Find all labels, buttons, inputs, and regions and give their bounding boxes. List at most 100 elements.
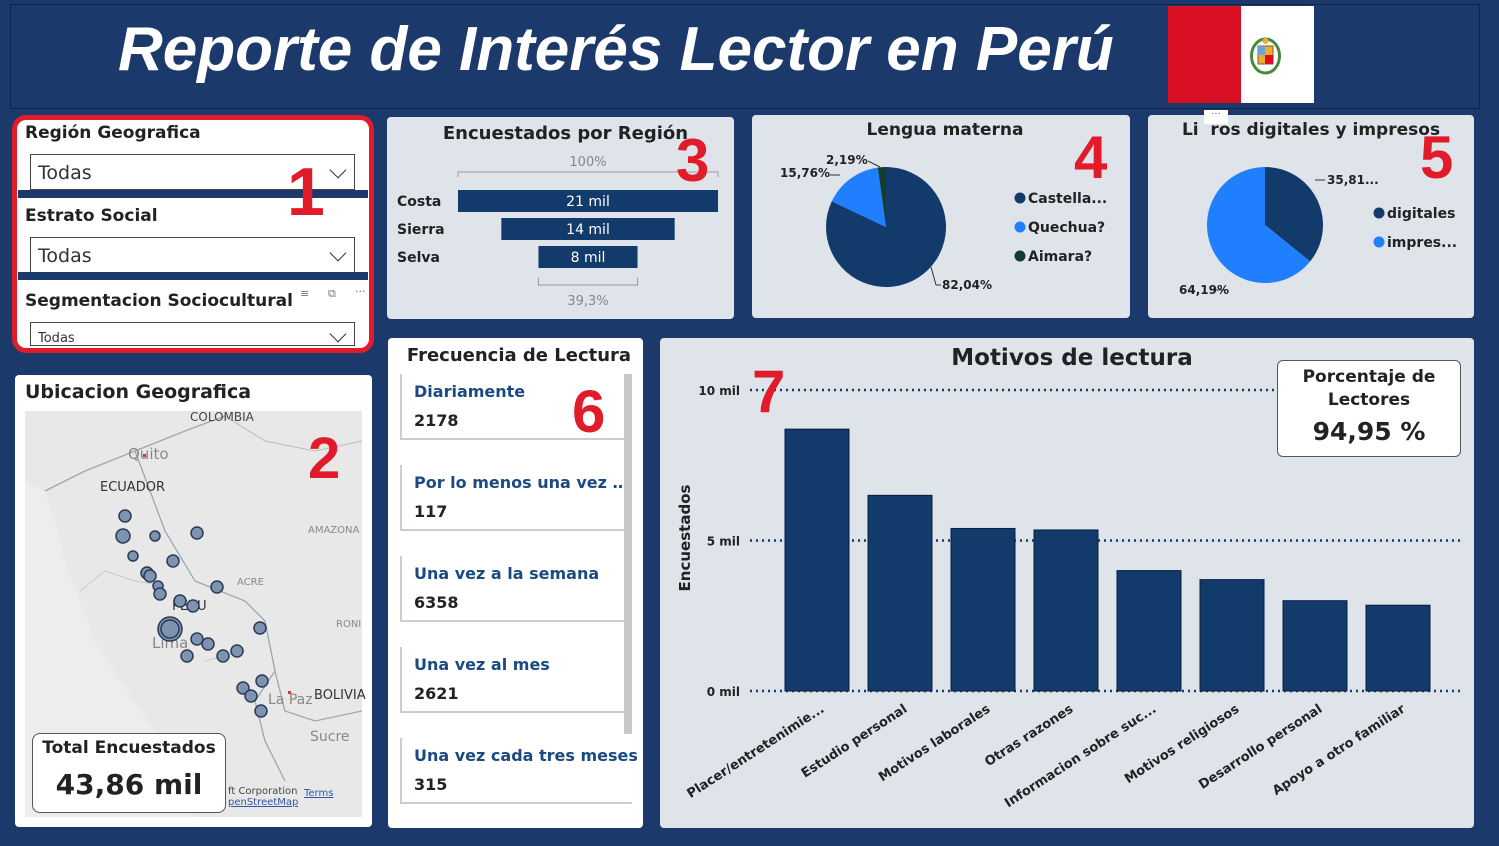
map-point — [254, 622, 266, 634]
lengua-legend-dot — [1015, 251, 1026, 262]
filter-icon[interactable]: ≡ — [300, 287, 309, 300]
marker-4: 4 — [1074, 128, 1107, 188]
chevron-down-icon — [330, 162, 347, 179]
libros-legend-dot — [1374, 208, 1385, 219]
porcentaje-lectores-value: 94,95 % — [1277, 417, 1461, 446]
estrato-dropdown-value: Todas — [38, 245, 92, 267]
lengua-label-castellano: 82,04% — [942, 278, 992, 292]
slicer-region-label: Región Geografica — [25, 123, 201, 143]
slicer-segmentacion-label: Segmentacion Sociocultural — [25, 291, 293, 311]
map-point — [144, 570, 156, 582]
motivos-ytick: 0 mil — [707, 685, 740, 699]
chevron-down-icon — [330, 245, 347, 262]
motivos-category-label: Informacion sobre suc... — [1002, 702, 1159, 811]
map-point — [191, 527, 203, 539]
frecuencia-item-value: 117 — [414, 502, 632, 521]
slicer-panel — [12, 115, 374, 353]
motivos-ytick: 5 mil — [707, 535, 740, 549]
estrato-dropdown[interactable]: Todas — [30, 237, 355, 273]
frecuencia-item-label: Una vez al mes — [414, 655, 639, 674]
chevron-down-icon — [330, 326, 347, 343]
frecuencia-item[interactable]: Una vez a la semana 6358 — [400, 556, 632, 622]
motivos-bar — [868, 495, 932, 691]
segmentacion-dropdown[interactable]: Todas — [30, 322, 355, 346]
funnel-category-label: Costa — [397, 194, 441, 210]
motivos-category-label: Placer/entretenimie... — [685, 702, 828, 802]
motivos-bar — [1034, 530, 1098, 691]
frecuencia-item-value: 315 — [414, 775, 632, 794]
more-options-icon[interactable]: ··· — [1204, 110, 1228, 124]
map-point — [167, 555, 179, 567]
lengua-legend-dot — [1015, 222, 1026, 233]
funnel-bottom-label: 39,3% — [567, 294, 608, 309]
map-point — [255, 705, 267, 717]
lengua-legend-label: Aimara? — [1028, 249, 1092, 265]
motivos-ytick: 10 mil — [698, 384, 740, 398]
frecuencia-title: Frecuencia de Lectura — [388, 345, 650, 366]
frecuencia-scrollbar[interactable] — [624, 374, 632, 734]
map-point — [181, 650, 193, 662]
map-point — [211, 581, 223, 593]
map-title: Ubicacion Geografica — [25, 381, 251, 403]
map-point — [128, 551, 138, 561]
libros-legend-dot — [1374, 237, 1385, 248]
map-point — [174, 595, 186, 607]
funnel-bracket-bottom — [538, 278, 637, 285]
frecuencia-item[interactable]: Una vez cada tres meses 315 — [400, 738, 632, 804]
motivos-bar — [1366, 605, 1430, 691]
funnel-bar-label: 8 mil — [571, 250, 606, 266]
lengua-legend-label: Quechua? — [1028, 220, 1105, 236]
map-point — [202, 638, 214, 650]
lengua-leader-line — [868, 161, 880, 167]
lengua-legend-label: Castella... — [1028, 191, 1107, 207]
map-point — [119, 510, 131, 522]
motivos-bar — [1283, 601, 1347, 691]
marker-6: 6 — [572, 382, 605, 442]
map-point — [191, 633, 203, 645]
slicer-estrato-label: Estrato Social — [25, 206, 158, 226]
region-dropdown-value: Todas — [38, 162, 92, 184]
funnel-category-label: Selva — [397, 250, 440, 266]
lengua-leader-line — [931, 267, 936, 285]
focus-mode-icon[interactable]: ⧉ — [328, 287, 336, 301]
libros-label-impresos: 64,19% — [1179, 283, 1229, 297]
page-title: Reporte de Interés Lector en Perú — [118, 14, 1114, 85]
frecuencia-item-value: 6358 — [414, 593, 632, 612]
map-attribution-osm[interactable]: penStreetMap — [228, 797, 298, 808]
segmentacion-dropdown-value: Todas — [38, 331, 75, 346]
frecuencia-item[interactable]: Por lo menos una vez al a... 117 — [400, 465, 632, 531]
motivos-bar — [1200, 580, 1264, 691]
frecuencia-item-label: Una vez a la semana — [414, 564, 639, 583]
more-options-icon[interactable]: ··· — [355, 285, 366, 298]
motivos-ylabel: Encuestados — [676, 485, 694, 592]
map-attribution: ft Corporation — [228, 786, 298, 797]
marker-1: 1 — [287, 158, 325, 226]
frecuencia-item-value: 2621 — [414, 684, 632, 703]
funnel-top-label: 100% — [569, 155, 606, 170]
lengua-legend-dot — [1015, 193, 1026, 204]
total-encuestados-label: Total Encuestados — [32, 738, 226, 758]
total-encuestados-value: 43,86 mil — [32, 768, 226, 801]
funnel-bar-label: 14 mil — [566, 222, 610, 238]
map-point — [116, 529, 130, 543]
map-point — [187, 600, 199, 612]
marker-5: 5 — [1420, 128, 1453, 188]
map-point — [231, 645, 243, 657]
marker-3: 3 — [676, 131, 709, 191]
frecuencia-item[interactable]: Una vez al mes 2621 — [400, 647, 632, 713]
map-point — [150, 531, 160, 541]
map-point — [256, 675, 268, 687]
frecuencia-item-label: Una vez cada tres meses — [414, 746, 639, 765]
porcentaje-lectores-label-2: Lectores — [1277, 390, 1461, 410]
map-point — [245, 690, 257, 702]
marker-7: 7 — [752, 362, 785, 422]
motivos-bar — [951, 528, 1015, 691]
map-terms-link[interactable]: Terms — [304, 788, 333, 799]
frecuencia-item-label: Por lo menos una vez al a... — [414, 473, 639, 492]
porcentaje-lectores-label-1: Porcentaje de — [1277, 367, 1461, 387]
map-point — [217, 650, 229, 662]
map-point — [154, 588, 166, 600]
funnel-category-label: Sierra — [397, 222, 445, 238]
funnel-bar-label: 21 mil — [566, 194, 610, 210]
motivos-bar — [785, 429, 849, 691]
